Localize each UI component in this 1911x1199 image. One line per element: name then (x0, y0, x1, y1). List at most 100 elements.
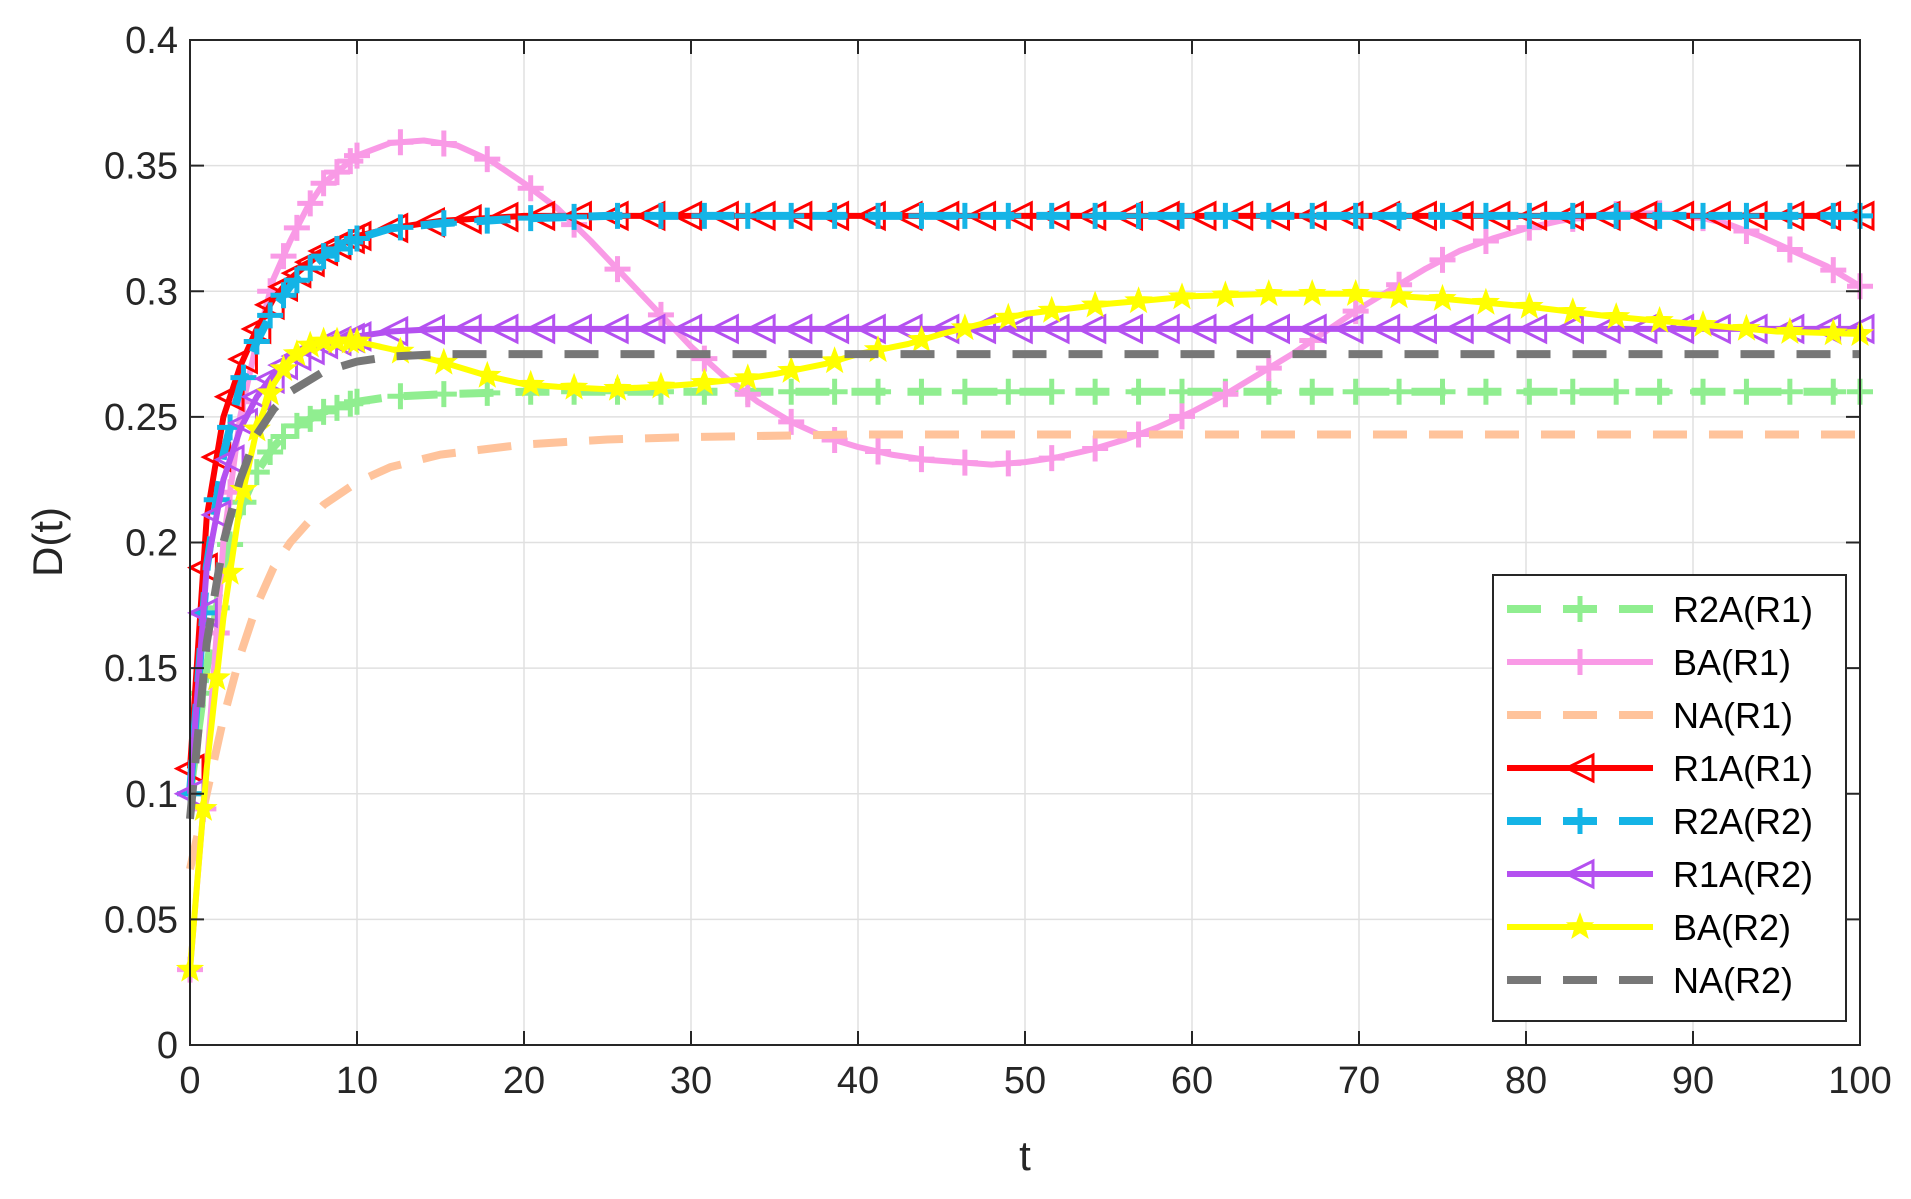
data-point (777, 355, 806, 383)
data-point (950, 313, 980, 341)
data-point (951, 449, 978, 476)
x-tick-label: 20 (503, 1060, 545, 1102)
data-point (907, 325, 936, 353)
legend-entry: NA(R2) (1507, 960, 1793, 1001)
data-point (778, 202, 805, 229)
data-point (1332, 313, 1364, 345)
data-point (1386, 378, 1413, 405)
data-point (1558, 297, 1587, 325)
x-axis-label: t (1019, 1132, 1031, 1179)
legend-entry: R2A(R1) (1507, 589, 1813, 630)
data-point (387, 383, 414, 410)
data-point (202, 663, 231, 691)
data-point (1037, 295, 1066, 323)
data-point (995, 378, 1022, 405)
data-point (559, 372, 589, 400)
data-point (516, 369, 545, 397)
data-point (1442, 313, 1474, 345)
data-point (430, 381, 457, 408)
data-point (257, 302, 284, 329)
data-point (414, 314, 445, 345)
data-point (733, 363, 762, 391)
legend-box (1492, 574, 1847, 1022)
legend-label: R2A(R1) (1673, 589, 1813, 630)
data-point (1222, 200, 1254, 232)
data-point (1001, 200, 1033, 232)
data-point (1125, 421, 1152, 448)
data-point (310, 243, 337, 270)
data-point (1406, 313, 1437, 345)
data-point (1038, 202, 1065, 229)
data-point (734, 381, 761, 408)
data-point (1299, 378, 1326, 405)
data-point (1384, 281, 1414, 309)
data-point (1776, 236, 1803, 263)
data-point (951, 202, 978, 229)
data-point (1472, 378, 1499, 405)
data-point (283, 267, 310, 294)
y-tick-label: 0.25 (104, 397, 178, 439)
data-point (1082, 202, 1109, 229)
x-tick-label: 10 (336, 1060, 378, 1102)
x-tick-label: 0 (179, 1060, 200, 1102)
data-point (821, 378, 848, 405)
data-point (1168, 378, 1195, 405)
data-point (1820, 378, 1847, 405)
legend-marker (1563, 752, 1595, 784)
data-point (310, 170, 337, 197)
data-point (517, 205, 544, 232)
data-point (597, 313, 629, 345)
data-point (1602, 302, 1631, 330)
data-point (1775, 317, 1805, 344)
x-tick-label: 30 (670, 1060, 712, 1102)
data-point (561, 313, 592, 345)
data-point (1732, 313, 1761, 341)
data-point (1603, 202, 1630, 229)
series-layer (173, 129, 1875, 983)
data-point (1442, 200, 1474, 232)
data-point (1295, 313, 1327, 345)
x-tick-label: 100 (1828, 1060, 1891, 1102)
data-point (1479, 313, 1511, 345)
data-point (1472, 202, 1499, 229)
y-tick-label: 0.35 (104, 146, 178, 188)
data-point (524, 313, 556, 345)
x-tick-label: 50 (1004, 1060, 1046, 1102)
data-point (1646, 202, 1673, 229)
legend-label: NA(R2) (1673, 960, 1793, 1001)
legend-label: R1A(R2) (1673, 854, 1813, 895)
x-tick-label: 70 (1338, 1060, 1380, 1102)
data-point (1075, 313, 1107, 345)
legend-entry: R2A(R2) (1507, 801, 1813, 842)
data-point (1167, 282, 1197, 310)
data-point (1125, 378, 1152, 405)
y-tick-label: 0.05 (104, 899, 178, 941)
data-point (781, 313, 813, 345)
data-point (255, 378, 285, 406)
data-point (744, 313, 776, 345)
data-point (213, 444, 245, 476)
data-point (908, 446, 935, 473)
data-point (270, 243, 297, 270)
legend-label: R1A(R1) (1673, 748, 1813, 789)
data-point (430, 210, 457, 237)
data-point (323, 236, 350, 263)
data-point (634, 313, 666, 345)
data-point (1589, 313, 1621, 345)
series-line (186, 430, 1860, 870)
ticks: 0 10 20 30 40 50 60 70 80 90 100 0 0.05 0.1 0.15 0.2 0.2… (104, 20, 1892, 1102)
legend-marker (1563, 858, 1595, 890)
data-point (297, 405, 324, 432)
data-point (646, 371, 676, 399)
data-point (908, 378, 935, 405)
data-point (1299, 202, 1326, 229)
data-point (708, 313, 739, 345)
data-point (865, 202, 892, 229)
legend-marker (1565, 912, 1595, 940)
data-point (1254, 279, 1283, 307)
data-point (344, 225, 370, 252)
data-point (1559, 378, 1586, 405)
data-point (1776, 378, 1803, 405)
data-point (691, 345, 718, 372)
